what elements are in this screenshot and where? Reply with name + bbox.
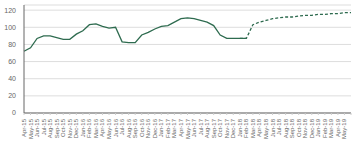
- svg-text:Sep-17: Sep-17: [211, 118, 217, 138]
- svg-text:Jan-16: Jan-16: [80, 118, 86, 137]
- svg-text:May-17: May-17: [185, 118, 191, 139]
- svg-text:Feb-18: Feb-18: [243, 118, 249, 138]
- svg-text:Mar-18: Mar-18: [250, 118, 256, 138]
- svg-text:Apr-18: Apr-18: [256, 118, 262, 137]
- svg-text:Dec-16: Dec-16: [152, 118, 158, 138]
- svg-text:May-16: May-16: [106, 118, 112, 139]
- svg-text:Aug-15: Aug-15: [47, 118, 53, 138]
- svg-text:60: 60: [8, 58, 16, 65]
- svg-text:Jun-16: Jun-16: [113, 118, 119, 137]
- svg-text:Jun-18: Jun-18: [270, 118, 276, 137]
- svg-text:0: 0: [12, 109, 16, 116]
- svg-text:40: 40: [8, 75, 16, 82]
- svg-text:Dec-18: Dec-18: [309, 118, 315, 138]
- svg-text:Sep-15: Sep-15: [54, 118, 60, 138]
- svg-text:Dec-15: Dec-15: [73, 118, 79, 138]
- svg-text:Feb-19: Feb-19: [322, 118, 328, 138]
- svg-text:80: 80: [8, 41, 16, 48]
- svg-text:Oct-16: Oct-16: [139, 118, 145, 137]
- svg-text:Aug-17: Aug-17: [204, 118, 210, 138]
- svg-text:May-18: May-18: [263, 118, 269, 139]
- svg-text:Feb-16: Feb-16: [86, 118, 92, 138]
- svg-text:Nov-15: Nov-15: [67, 118, 73, 138]
- svg-text:Oct-15: Oct-15: [60, 118, 66, 137]
- svg-text:May-15: May-15: [28, 118, 34, 139]
- svg-text:Dec-17: Dec-17: [230, 118, 236, 138]
- svg-text:Jul-16: Jul-16: [119, 118, 125, 135]
- svg-text:Apr-17: Apr-17: [178, 118, 184, 137]
- svg-text:Jan-19: Jan-19: [315, 118, 321, 137]
- svg-text:Oct-18: Oct-18: [296, 118, 302, 137]
- svg-text:May-19: May-19: [341, 118, 347, 139]
- svg-text:Apr-16: Apr-16: [99, 118, 105, 137]
- svg-text:Sep-16: Sep-16: [132, 118, 138, 138]
- svg-text:Jan-18: Jan-18: [237, 118, 243, 137]
- svg-text:Jul-15: Jul-15: [41, 118, 47, 135]
- svg-text:Oct-17: Oct-17: [217, 118, 223, 137]
- svg-text:Jul-17: Jul-17: [198, 118, 204, 135]
- svg-text:Apr-19: Apr-19: [335, 118, 341, 137]
- svg-text:Feb-17: Feb-17: [165, 118, 171, 138]
- svg-text:Jun-17: Jun-17: [191, 118, 197, 137]
- svg-text:Mar-19: Mar-19: [328, 118, 334, 138]
- svg-text:Aug-16: Aug-16: [126, 118, 132, 138]
- svg-text:Jun-15: Jun-15: [34, 118, 40, 137]
- svg-text:Nov-17: Nov-17: [224, 118, 230, 138]
- svg-text:Sep-18: Sep-18: [289, 118, 295, 138]
- svg-text:Apr-15: Apr-15: [21, 118, 27, 137]
- svg-text:100: 100: [8, 24, 16, 31]
- svg-text:Nov-18: Nov-18: [302, 118, 308, 138]
- svg-text:Jan-17: Jan-17: [158, 118, 164, 137]
- svg-text:20: 20: [8, 92, 16, 99]
- svg-text:Jul-18: Jul-18: [276, 118, 282, 135]
- svg-text:Mar-16: Mar-16: [93, 118, 99, 138]
- svg-text:Aug-18: Aug-18: [283, 118, 289, 138]
- svg-text:Nov-16: Nov-16: [145, 118, 151, 138]
- svg-text:120: 120: [8, 7, 16, 14]
- svg-text:Mar-17: Mar-17: [171, 118, 177, 138]
